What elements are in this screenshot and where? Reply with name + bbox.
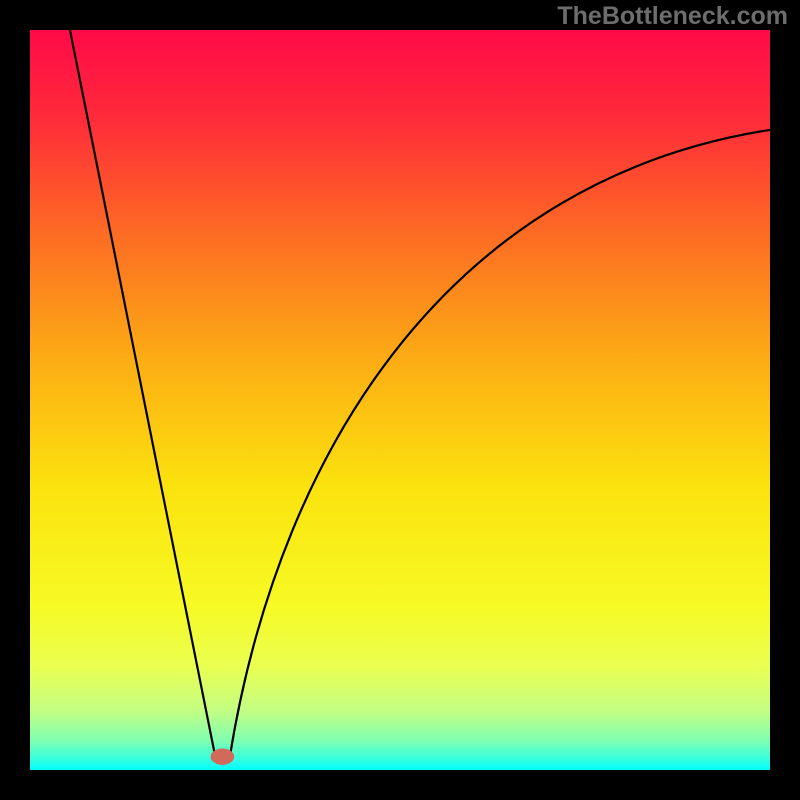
chart-container: TheBottleneck.com <box>0 0 800 800</box>
chart-svg: TheBottleneck.com <box>0 0 800 800</box>
optimal-point-marker <box>211 749 235 765</box>
chart-plot-area <box>30 30 770 770</box>
attribution-text: TheBottleneck.com <box>557 2 788 30</box>
